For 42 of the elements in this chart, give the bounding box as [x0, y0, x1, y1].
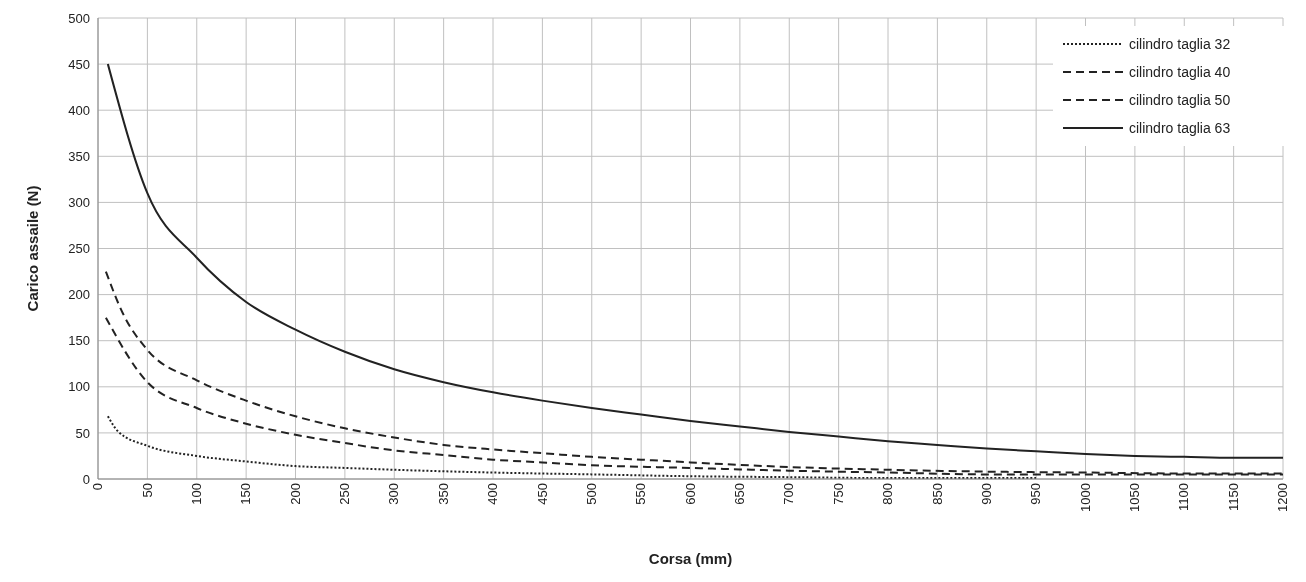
- x-tick-label: 850: [929, 483, 945, 505]
- x-tick-label: 950: [1028, 483, 1044, 505]
- y-tick-label: 450: [68, 56, 90, 72]
- legend-label: cilindro taglia 32: [1129, 36, 1231, 52]
- x-tick-label: 0: [90, 483, 106, 491]
- x-tick-label: 50: [139, 483, 155, 498]
- x-tick-label: 650: [732, 483, 748, 505]
- y-tick-label: 200: [68, 287, 90, 303]
- x-tick-label: 800: [880, 483, 896, 505]
- x-tick-label: 100: [188, 483, 204, 505]
- legend-label: cilindro taglia 50: [1129, 92, 1231, 108]
- x-tick-label: 150: [238, 483, 254, 505]
- legend-label: cilindro taglia 40: [1129, 64, 1231, 80]
- x-tick-label: 1050: [1127, 483, 1143, 512]
- x-tick-label: 600: [682, 483, 698, 505]
- x-axis-title: Corsa (mm): [648, 550, 733, 567]
- y-tick-label: 500: [68, 10, 90, 26]
- y-tick-label: 400: [68, 102, 90, 118]
- x-tick-label: 750: [830, 483, 846, 505]
- x-tick-label: 350: [435, 483, 451, 505]
- x-tick-label: 550: [633, 483, 649, 505]
- x-tick-label: 200: [287, 483, 303, 505]
- y-tick-label: 0: [82, 471, 90, 487]
- x-tick-label: 1100: [1176, 483, 1192, 511]
- x-tick-label: 700: [781, 483, 797, 505]
- y-tick-label: 50: [75, 425, 90, 441]
- x-tick-label: 450: [534, 483, 550, 505]
- x-tick-label: 1000: [1077, 483, 1093, 512]
- x-tick-label: 250: [337, 483, 353, 505]
- y-axis-title: Carico assaile (N): [24, 185, 42, 312]
- y-tick-label: 100: [68, 379, 90, 395]
- x-tick-label: 400: [485, 483, 501, 505]
- y-tick-label: 300: [68, 195, 90, 211]
- y-tick-label: 250: [68, 241, 90, 257]
- legend-label: cilindro taglia 63: [1129, 120, 1231, 136]
- y-tick-label: 150: [68, 333, 90, 349]
- y-tick-label: 350: [68, 148, 90, 164]
- x-tick-label: 1150: [1225, 483, 1241, 511]
- x-tick-label: 500: [583, 483, 599, 505]
- x-tick-label: 1200: [1275, 483, 1291, 512]
- x-tick-label: 900: [978, 483, 994, 505]
- x-tick-label: 300: [386, 483, 402, 505]
